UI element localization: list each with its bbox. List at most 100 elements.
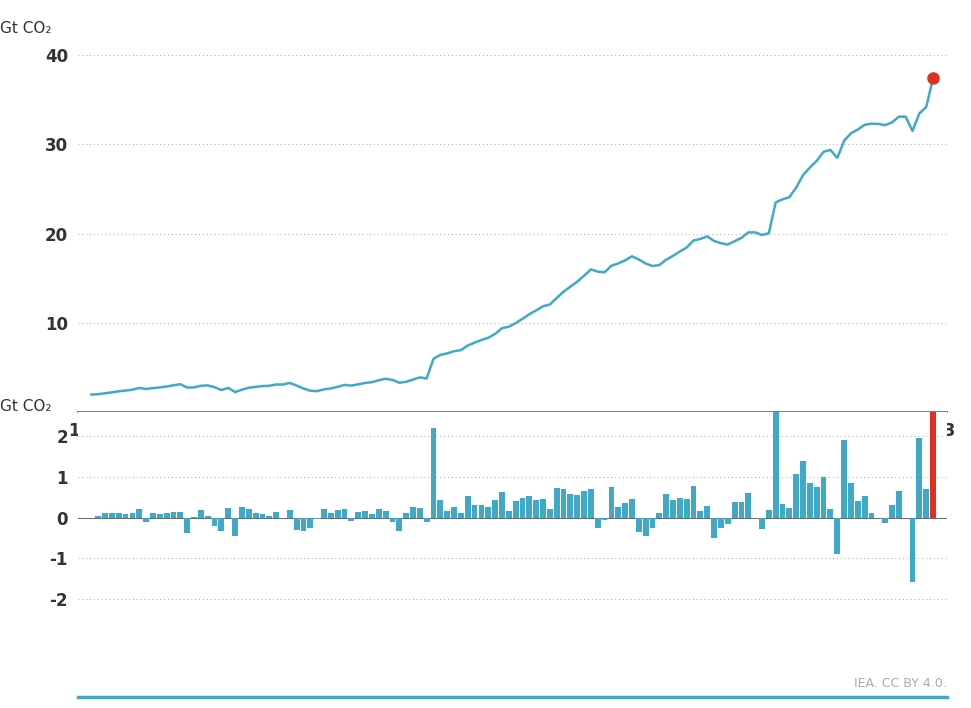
- Bar: [910, 518, 916, 583]
- Bar: [151, 513, 156, 518]
- Bar: [547, 510, 552, 518]
- Bar: [198, 510, 204, 518]
- Bar: [711, 518, 717, 538]
- Bar: [499, 491, 505, 518]
- Bar: [595, 518, 601, 527]
- Bar: [273, 512, 279, 518]
- Bar: [396, 518, 402, 530]
- Bar: [143, 518, 149, 523]
- Bar: [820, 476, 826, 518]
- Bar: [800, 461, 806, 518]
- Bar: [622, 503, 628, 518]
- Bar: [533, 500, 539, 518]
- Bar: [252, 513, 258, 518]
- Y-axis label: Gt CO₂: Gt CO₂: [0, 21, 51, 35]
- Bar: [582, 491, 586, 518]
- Bar: [834, 518, 840, 554]
- Bar: [445, 510, 451, 518]
- Bar: [294, 518, 300, 530]
- Bar: [479, 506, 485, 518]
- Bar: [704, 506, 710, 518]
- Bar: [889, 506, 895, 518]
- Bar: [854, 501, 860, 518]
- Bar: [321, 510, 327, 518]
- Bar: [807, 484, 813, 518]
- Bar: [102, 513, 108, 518]
- Bar: [136, 510, 142, 518]
- Bar: [697, 510, 703, 518]
- Bar: [486, 508, 491, 518]
- Bar: [670, 500, 676, 518]
- Bar: [184, 518, 190, 533]
- Bar: [684, 499, 689, 518]
- Bar: [677, 498, 683, 518]
- Bar: [472, 505, 478, 518]
- Bar: [739, 502, 745, 518]
- Bar: [355, 512, 361, 518]
- Bar: [636, 518, 642, 532]
- Bar: [827, 508, 833, 518]
- Text: IEA. CC BY 4.0.: IEA. CC BY 4.0.: [854, 678, 947, 690]
- Bar: [157, 514, 163, 518]
- Bar: [376, 508, 382, 518]
- Bar: [246, 508, 251, 518]
- Bar: [259, 514, 265, 518]
- Bar: [560, 489, 566, 518]
- Bar: [109, 513, 115, 518]
- Bar: [239, 507, 245, 518]
- Bar: [861, 496, 867, 518]
- Bar: [164, 513, 170, 518]
- Bar: [383, 511, 388, 518]
- Bar: [629, 499, 635, 518]
- Bar: [458, 513, 464, 518]
- Bar: [609, 488, 615, 518]
- Bar: [349, 518, 354, 521]
- Bar: [403, 513, 409, 518]
- Bar: [286, 510, 292, 518]
- Bar: [868, 513, 874, 518]
- Bar: [724, 518, 730, 524]
- Bar: [896, 491, 902, 518]
- Bar: [732, 502, 738, 518]
- Bar: [690, 486, 696, 518]
- Bar: [191, 517, 197, 518]
- Bar: [225, 508, 231, 518]
- Bar: [342, 508, 348, 518]
- Bar: [519, 498, 525, 518]
- Bar: [553, 488, 559, 518]
- Bar: [923, 489, 929, 518]
- Bar: [417, 508, 422, 518]
- Bar: [492, 500, 498, 518]
- Bar: [362, 511, 368, 518]
- Bar: [452, 508, 457, 518]
- Bar: [95, 516, 101, 518]
- Bar: [129, 513, 135, 518]
- Bar: [122, 514, 128, 518]
- Bar: [465, 496, 471, 518]
- Bar: [883, 518, 888, 523]
- Bar: [205, 516, 211, 518]
- Bar: [574, 495, 580, 518]
- Bar: [766, 510, 772, 518]
- Bar: [567, 494, 573, 518]
- Bar: [759, 518, 765, 530]
- Bar: [663, 493, 669, 518]
- Bar: [718, 518, 723, 527]
- Bar: [513, 501, 519, 518]
- Bar: [616, 508, 621, 518]
- Bar: [410, 507, 416, 518]
- Bar: [814, 486, 820, 518]
- Bar: [588, 489, 594, 518]
- Bar: [328, 513, 334, 518]
- Bar: [841, 440, 847, 518]
- Bar: [793, 474, 799, 518]
- Bar: [650, 518, 655, 528]
- Bar: [656, 513, 662, 518]
- Bar: [335, 510, 341, 518]
- Bar: [266, 516, 272, 518]
- Bar: [848, 483, 854, 518]
- Bar: [930, 387, 936, 518]
- Bar: [780, 503, 786, 518]
- Bar: [308, 518, 314, 528]
- Bar: [438, 500, 443, 518]
